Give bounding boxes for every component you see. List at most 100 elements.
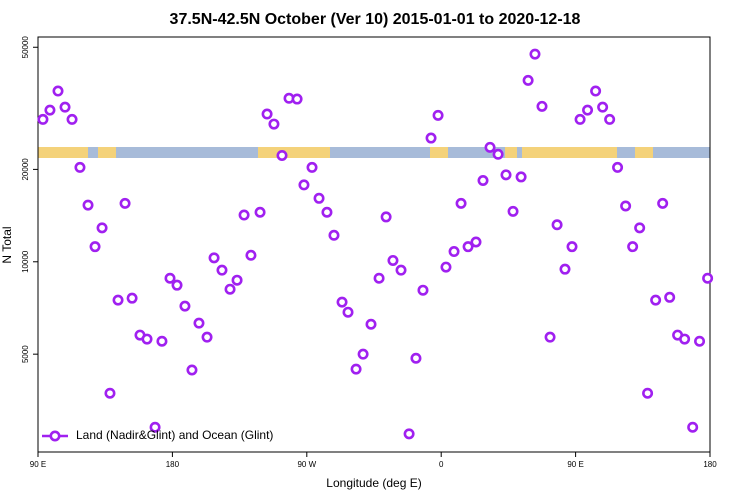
point xyxy=(582,104,594,116)
point xyxy=(559,263,571,275)
point xyxy=(245,249,257,261)
chart-title: 37.5N-42.5N October (Ver 10) 2015-01-01 … xyxy=(170,11,581,28)
point xyxy=(650,294,662,306)
point xyxy=(156,335,168,347)
point xyxy=(164,272,176,284)
point xyxy=(536,100,548,112)
point xyxy=(425,132,437,144)
y-tick-label: 20000 xyxy=(21,158,30,181)
point xyxy=(126,292,138,304)
point xyxy=(627,241,639,253)
point xyxy=(664,291,676,303)
point xyxy=(291,93,303,105)
point xyxy=(66,113,78,125)
point xyxy=(687,421,699,433)
x-tick-label: 90 W xyxy=(297,460,316,469)
point xyxy=(448,246,460,258)
point xyxy=(193,317,205,329)
point xyxy=(574,113,586,125)
x-tick-label: 90 E xyxy=(30,460,46,469)
point xyxy=(119,197,131,209)
point xyxy=(462,241,474,253)
plot-frame xyxy=(37,36,711,453)
point xyxy=(328,229,340,241)
point xyxy=(612,161,624,173)
y-axis-label: N Total xyxy=(0,226,14,263)
point xyxy=(484,141,496,153)
point xyxy=(59,101,71,113)
point xyxy=(201,331,213,343)
point xyxy=(149,421,161,433)
point xyxy=(224,283,236,295)
point xyxy=(373,272,385,284)
point xyxy=(694,335,706,347)
point xyxy=(37,113,49,125)
x-tick-label: 180 xyxy=(703,460,717,469)
point xyxy=(507,205,519,217)
point xyxy=(208,252,220,264)
point xyxy=(470,236,482,248)
point xyxy=(551,219,563,231)
point xyxy=(104,387,116,399)
point xyxy=(261,108,273,120)
point xyxy=(112,294,124,306)
point xyxy=(179,300,191,312)
point xyxy=(634,222,646,234)
point xyxy=(298,179,310,191)
point xyxy=(410,352,422,364)
point xyxy=(702,272,714,284)
point xyxy=(313,192,325,204)
x-tick-label: 0 xyxy=(439,460,444,469)
point xyxy=(74,161,86,173)
point xyxy=(336,296,348,308)
point xyxy=(417,284,429,296)
point xyxy=(500,169,512,181)
point xyxy=(432,109,444,121)
y-tick-label: 10000 xyxy=(21,250,30,273)
point xyxy=(365,318,377,330)
point xyxy=(566,241,578,253)
point xyxy=(620,200,632,212)
point xyxy=(387,254,399,266)
point xyxy=(380,211,392,223)
point xyxy=(529,48,541,60)
x-axis-label: Longitude (deg E) xyxy=(326,476,421,490)
point xyxy=(44,104,56,116)
point xyxy=(455,197,467,209)
land-ocean-strip xyxy=(38,147,710,158)
point xyxy=(657,197,669,209)
point xyxy=(306,161,318,173)
point xyxy=(597,101,609,113)
legend-marker xyxy=(49,430,61,442)
point xyxy=(590,85,602,97)
point xyxy=(604,113,616,125)
point xyxy=(96,222,108,234)
point xyxy=(477,175,489,187)
point xyxy=(342,306,354,318)
point xyxy=(544,331,556,343)
point xyxy=(403,428,415,440)
y-tick-label: 50000 xyxy=(21,36,30,59)
point xyxy=(357,348,369,360)
y-tick-label: 5000 xyxy=(21,345,30,363)
point xyxy=(254,206,266,218)
point xyxy=(350,363,362,375)
point xyxy=(89,241,101,253)
point xyxy=(231,274,243,286)
point xyxy=(186,364,198,376)
point xyxy=(642,387,654,399)
point xyxy=(515,171,527,183)
point xyxy=(522,74,534,86)
x-tick-label: 180 xyxy=(166,460,180,469)
x-tick-label: 90 E xyxy=(567,460,583,469)
point xyxy=(492,148,504,160)
point xyxy=(395,264,407,276)
point xyxy=(216,264,228,276)
point xyxy=(171,279,183,291)
point xyxy=(52,85,64,97)
point xyxy=(238,209,250,221)
point xyxy=(440,261,452,273)
point xyxy=(321,206,333,218)
legend-label: Land (Nadir&Glint) and Ocean (Glint) xyxy=(76,428,273,442)
